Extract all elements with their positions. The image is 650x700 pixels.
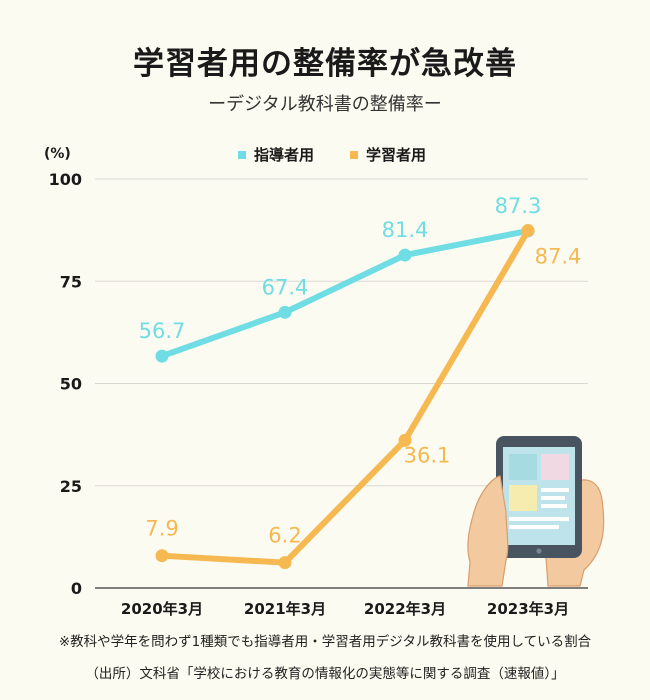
- data-point: [398, 433, 412, 447]
- data-label: 87.3: [495, 194, 542, 218]
- chart-subtitle: ーデジタル教科書の整備率ー: [208, 94, 442, 115]
- data-point: [278, 556, 292, 570]
- footnote-1: ※教科や学年を問わず1種類でも指導者用・学習者用デジタル教科書を使用している割合: [58, 634, 592, 650]
- legend-swatch-teacher: [238, 150, 246, 159]
- unit-label: (%): [44, 146, 71, 162]
- legend-label-student: 学習者用: [366, 146, 427, 164]
- chart-title: 学習者用の整備率が急改善: [133, 46, 517, 82]
- data-point: [521, 224, 535, 238]
- data-labels: 56.7 67.4 81.4 87.3 7.9 6.2 36.1 87.4: [139, 194, 582, 548]
- data-label: 6.2: [268, 524, 301, 548]
- y-tick-label: 0: [71, 579, 82, 598]
- legend-swatch-student: [350, 150, 358, 159]
- legend-item-student: 学習者用: [350, 144, 426, 165]
- x-tick-label: 2021年3月: [244, 600, 326, 618]
- y-tick-label: 50: [60, 375, 82, 394]
- screen-line-2: [541, 496, 565, 500]
- data-label: 81.4: [382, 218, 429, 242]
- left-hand: [467, 475, 509, 587]
- screen-line-1: [541, 488, 569, 492]
- data-point: [398, 248, 412, 262]
- data-label: 7.9: [145, 517, 178, 541]
- data-point: [155, 549, 169, 563]
- y-tick-label: 25: [60, 477, 82, 496]
- data-label: 56.7: [139, 319, 186, 343]
- screen-block-3: [509, 485, 537, 511]
- x-axis-ticks: 2020年3月 2021年3月 2022年3月 2023年3月: [121, 600, 569, 618]
- x-tick-label: 2020年3月: [121, 600, 203, 618]
- data-point: [155, 349, 169, 363]
- series-layer: [155, 224, 535, 570]
- y-tick-label: 75: [60, 272, 82, 291]
- screen-block-1: [509, 454, 537, 480]
- tablet-home-button: [536, 548, 542, 554]
- x-tick-label: 2023年3月: [487, 600, 569, 618]
- data-label: 87.4: [535, 245, 582, 269]
- tablet-illustration: [467, 436, 605, 587]
- series-line-teacher: [159, 227, 531, 360]
- screen-line-5: [509, 525, 559, 529]
- screen-line-4: [509, 517, 569, 521]
- y-tick-label: 100: [49, 170, 82, 189]
- screen-block-2: [541, 454, 569, 480]
- footnote-2: （出所）文科省「学校における教育の情報化の実態等に関する調査（速報値）」: [85, 666, 565, 682]
- screen-line-3: [541, 504, 567, 508]
- legend-label-teacher: 指導者用: [254, 146, 315, 164]
- y-axis-ticks: 0 25 50 75 100: [49, 170, 82, 598]
- x-tick-label: 2022年3月: [364, 600, 446, 618]
- grid-layer: [95, 178, 588, 589]
- legend-item-teacher: 指導者用: [238, 144, 314, 165]
- data-label: 67.4: [262, 275, 309, 299]
- data-label: 36.1: [404, 443, 451, 467]
- data-point: [278, 305, 292, 319]
- series-line-student: [159, 227, 531, 566]
